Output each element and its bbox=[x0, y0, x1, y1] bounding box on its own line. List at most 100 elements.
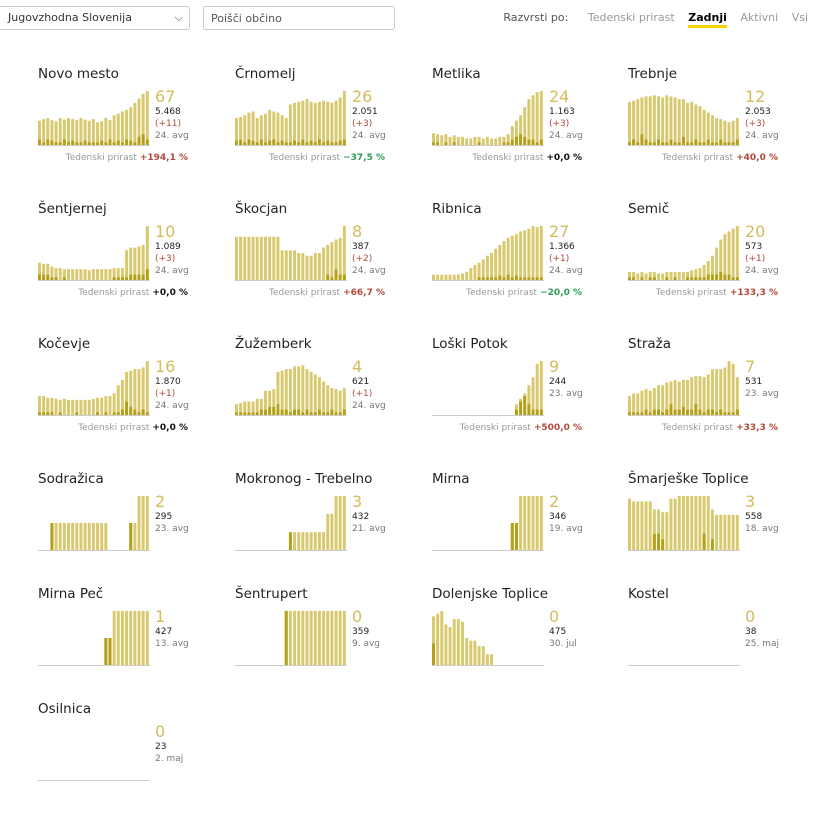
chart-bar bbox=[305, 611, 309, 665]
chart-bar-new bbox=[91, 142, 95, 145]
chart-bar bbox=[723, 234, 727, 280]
municipality-card[interactable]: Črnomelj 26 2.051 (+3) 24. avg Tedenski prira… bbox=[235, 66, 425, 196]
chart-bar bbox=[108, 120, 112, 145]
chart-bar bbox=[342, 91, 346, 145]
chart-bar-new bbox=[694, 277, 698, 280]
chart-bar bbox=[485, 255, 489, 280]
chart-bar bbox=[259, 398, 263, 415]
chart-bar bbox=[452, 274, 456, 280]
chart-bar bbox=[259, 236, 263, 280]
municipality-search-input[interactable] bbox=[203, 6, 395, 30]
municipality-card[interactable]: Škocjan 8 387 (+2) 24. avg Tedenski prirast +6… bbox=[235, 201, 425, 331]
municipality-card[interactable]: Mokronog - Trebelno 3 432 21. avg bbox=[235, 471, 425, 601]
active-cases: 12 bbox=[745, 87, 766, 106]
municipality-name: Trebnje bbox=[628, 66, 678, 82]
chart-bar bbox=[293, 366, 297, 415]
chart-bar bbox=[698, 496, 702, 550]
chart-bar bbox=[67, 269, 70, 280]
municipality-card[interactable]: Sodražica 2 295 23. avg bbox=[38, 471, 228, 601]
chart-bar-new bbox=[510, 523, 514, 550]
chart-bar bbox=[673, 498, 677, 550]
chart-bar-new bbox=[129, 523, 133, 550]
chart-bar-new bbox=[87, 142, 91, 145]
chart-bar-new bbox=[710, 539, 714, 550]
chart-bar-new bbox=[519, 277, 523, 280]
chart-bar bbox=[444, 274, 448, 280]
cases-bar-chart bbox=[235, 223, 347, 281]
chart-bar bbox=[317, 377, 321, 415]
chart-bar-new bbox=[719, 271, 723, 280]
chart-bar-new bbox=[293, 409, 297, 415]
chart-bar bbox=[648, 390, 652, 415]
chart-bar bbox=[38, 396, 41, 415]
municipality-card[interactable]: Semič 20 573 (+1) 24. avg Tedenski prirast +13… bbox=[628, 201, 818, 331]
chart-bar-new bbox=[100, 140, 104, 145]
chart-bar bbox=[338, 237, 342, 280]
chart-bar bbox=[710, 369, 714, 415]
chart-bar bbox=[239, 236, 243, 280]
chart-bar bbox=[62, 398, 66, 415]
chart-bar bbox=[652, 95, 656, 145]
chart-bar bbox=[539, 226, 543, 280]
sort-option-latest[interactable]: Zadnji bbox=[688, 11, 727, 28]
chart-bar bbox=[436, 613, 440, 665]
municipality-card[interactable]: Loški Potok 9 244 23. avg Tedenski prirast +5… bbox=[432, 336, 622, 466]
cases-bar-chart bbox=[38, 358, 150, 416]
chart-bar-new bbox=[334, 142, 338, 145]
municipality-card[interactable]: Novo mesto 67 5.468 (+11) 24. avg Tedenski pr… bbox=[38, 66, 228, 196]
chart-bar bbox=[145, 91, 149, 145]
chart-bar bbox=[490, 253, 494, 280]
municipality-card[interactable]: Šmarješke Toplice 3 558 18. avg bbox=[628, 471, 818, 601]
sort-option-active[interactable]: Aktivni bbox=[740, 11, 779, 24]
chart-bar-new bbox=[432, 142, 435, 145]
total-cases: 2.053 bbox=[745, 107, 771, 117]
chart-bar-new bbox=[120, 409, 124, 415]
chart-bar-new bbox=[502, 142, 506, 145]
weekly-growth: Tedenski prirast +33,3 % bbox=[628, 423, 778, 433]
municipality-card[interactable]: Žužemberk 4 621 (+1) 24. avg bbox=[235, 336, 425, 466]
municipality-name: Šentrupert bbox=[235, 586, 308, 602]
municipality-card[interactable]: Kostel 0 38 25. maj bbox=[628, 586, 818, 716]
chart-bar bbox=[727, 231, 731, 280]
municipality-stats: 7 531 23. avg bbox=[745, 358, 779, 400]
municipality-card[interactable]: Straža 7 531 23. avg Tedenski prirast +33,3 % bbox=[628, 336, 818, 466]
municipality-card[interactable]: Ribnica 27 1.366 (+1) 24. avg Tedenski priras… bbox=[432, 201, 622, 331]
chart-bar bbox=[334, 100, 338, 145]
active-cases: 0 bbox=[352, 607, 363, 626]
municipality-card[interactable]: Šentjernej 10 1.089 (+3) 24. avg Tedenski pri… bbox=[38, 201, 228, 331]
chart-bar bbox=[727, 514, 731, 550]
municipality-card[interactable]: Mirna 2 346 19. avg bbox=[432, 471, 622, 601]
municipality-card[interactable]: Šentrupert 0 359 9. avg bbox=[235, 586, 425, 716]
chart-bar-new bbox=[715, 274, 719, 280]
chart-bar bbox=[677, 381, 681, 415]
sort-option-weekly-growth[interactable]: Tedenski prirast bbox=[587, 11, 675, 24]
municipality-card[interactable]: Kočevje 16 1.870 (+1) 24. avg Tedenski priras… bbox=[38, 336, 228, 466]
chart-bar-new bbox=[67, 142, 70, 145]
chart-bar bbox=[681, 99, 685, 145]
chart-bar bbox=[284, 369, 288, 415]
municipality-card[interactable]: Metlika 24 1.163 (+3) 24. avg Tedenski priras… bbox=[432, 66, 622, 196]
municipality-card[interactable]: Mirna Peč 1 427 13. avg bbox=[38, 586, 228, 716]
municipality-stats: 2 295 23. avg bbox=[155, 493, 189, 535]
municipality-name: Osilnica bbox=[38, 701, 92, 717]
municipality-card[interactable]: Trebnje 12 2.053 (+3) 24. avg Tedenski priras… bbox=[628, 66, 818, 196]
sort-option-all[interactable]: Vsi bbox=[791, 11, 808, 24]
weekly-growth-value: −37,5 % bbox=[343, 153, 385, 163]
active-cases: 8 bbox=[352, 222, 363, 241]
weekly-growth-value: +0,0 % bbox=[152, 423, 188, 433]
municipality-card[interactable]: Osilnica 0 23 2. maj bbox=[38, 701, 228, 831]
chart-bar bbox=[465, 138, 469, 145]
municipality-card[interactable]: Dolenjske Toplice 0 475 30. jul bbox=[432, 586, 622, 716]
chart-bar-new bbox=[116, 412, 120, 415]
chart-bar bbox=[665, 271, 669, 280]
region-select[interactable]: Jugovzhodna Slovenija ⌵ bbox=[0, 6, 190, 30]
chart-bar bbox=[735, 514, 739, 550]
chart-bar-new bbox=[731, 142, 735, 145]
chart-bar bbox=[259, 115, 263, 145]
chart-bar-new bbox=[514, 409, 518, 415]
weekly-growth: Tedenski prirast +0,0 % bbox=[38, 288, 188, 298]
chart-bar bbox=[293, 532, 297, 550]
chart-bar bbox=[640, 501, 644, 550]
chart-bar bbox=[698, 106, 702, 145]
chart-bar bbox=[54, 268, 58, 280]
